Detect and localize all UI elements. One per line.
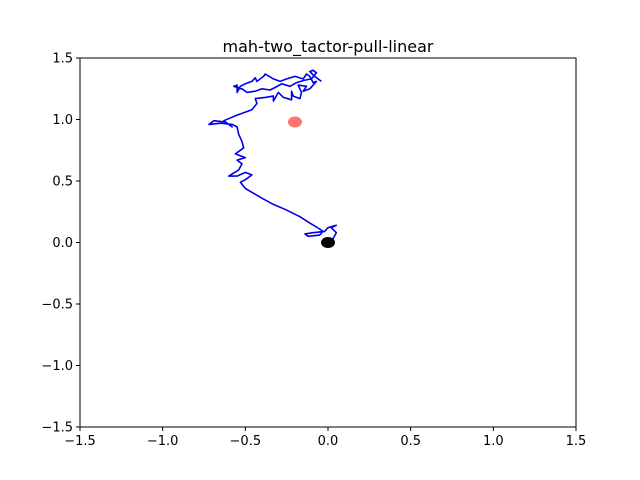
x-tick-label: 1.5 [566,434,587,449]
y-tick-label: 0.5 [52,175,73,190]
y-tick-label: −1.0 [41,359,73,374]
y-tick-label: 1.5 [52,52,73,67]
x-axis: −1.5 −1.0 −0.5 0.0 0.5 1.0 1.5 [64,427,586,449]
target-marker [287,116,302,128]
trajectory-line [208,69,338,241]
chart-title: mah-two_tactor-pull-linear [223,37,434,57]
x-tick-label: −1.0 [147,434,179,449]
y-tick-label: 0.0 [52,236,73,251]
x-tick-label: 0.5 [400,434,421,449]
x-tick-label: −1.5 [64,434,96,449]
x-tick-label: −0.5 [230,434,262,449]
plot-area [208,69,338,248]
y-tick-label: −1.5 [41,421,73,436]
y-tick-label: 1.0 [52,113,73,128]
y-axis: −1.5 −1.0 −0.5 0.0 0.5 1.0 1.5 [41,52,80,436]
y-tick-label: −0.5 [41,298,73,313]
x-tick-label: 0.0 [318,434,339,449]
x-tick-label: 1.0 [483,434,504,449]
origin-marker [321,237,335,248]
